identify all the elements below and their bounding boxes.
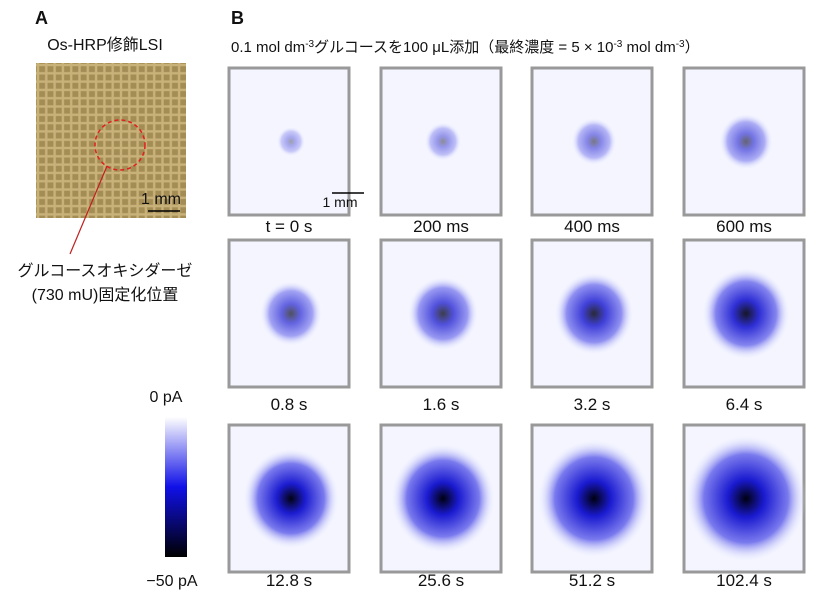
title-part: グルコースを100 μL添加（最終濃度 = 5 × 10 xyxy=(314,39,613,56)
frame-label: 25.6 s xyxy=(418,571,464,590)
frame-label: 0.8 s xyxy=(271,395,308,414)
signal xyxy=(686,435,806,561)
frame-label: 51.2 s xyxy=(569,571,615,590)
panel-title: 0.1 mol dm-3グルコースを100 μL添加（最終濃度 = 5 × 10… xyxy=(231,39,700,57)
scale-label: 1 mm xyxy=(141,191,181,208)
title-part: ） xyxy=(685,39,700,56)
colorbar-label: −50 pA xyxy=(146,573,197,590)
frame-label: 1.6 s xyxy=(423,395,460,414)
panel-label: A xyxy=(35,8,48,28)
signal xyxy=(391,444,495,553)
signal xyxy=(719,114,772,170)
signal xyxy=(260,281,322,346)
frame-label: 102.4 s xyxy=(716,571,772,590)
signal xyxy=(408,277,478,351)
frame-label: 12.8 s xyxy=(266,571,312,590)
title-part: mol dm xyxy=(622,39,675,56)
signal xyxy=(277,127,305,156)
scale-label: 1 mm xyxy=(323,194,358,210)
frame-label: 3.2 s xyxy=(574,395,611,414)
annotation: グルコースオキシダーゼ xyxy=(18,262,193,280)
figure: A Os-HRP修飾LSI 1 mm グルコースオキシダーゼ (730 mU)固… xyxy=(0,0,836,594)
signal xyxy=(572,118,617,165)
colorbar-label: 0 pA xyxy=(150,389,183,406)
title-part: 0.1 mol dm xyxy=(231,39,305,56)
frame-label: 200 ms xyxy=(413,217,469,236)
signal xyxy=(425,122,461,160)
frame-label: 400 ms xyxy=(564,217,620,236)
panel-title: Os-HRP修飾LSI xyxy=(47,36,163,54)
frame-label: 6.4 s xyxy=(726,395,763,414)
annotation: (730 mU)固定化位置 xyxy=(32,286,179,304)
panel-label: B xyxy=(231,8,244,28)
frame-label: t = 0 s xyxy=(266,217,313,236)
signal xyxy=(703,268,790,359)
signal xyxy=(555,272,633,354)
signal xyxy=(243,449,338,549)
colorbar xyxy=(165,417,187,557)
frame-label: 600 ms xyxy=(716,217,772,236)
signal xyxy=(538,440,650,558)
